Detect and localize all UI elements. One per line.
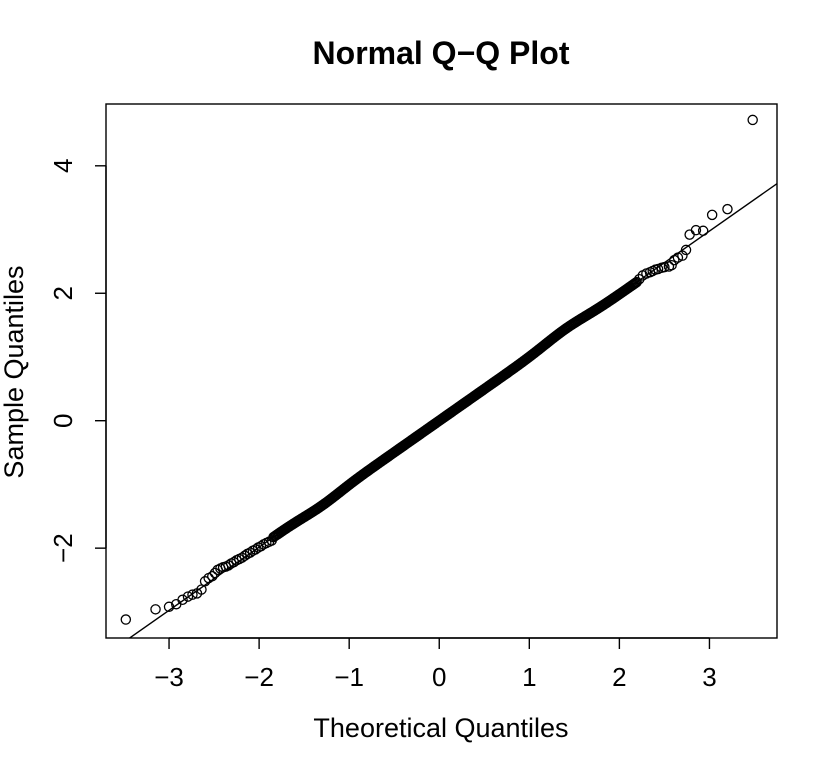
data-point bbox=[697, 225, 709, 237]
data-point bbox=[722, 203, 733, 215]
y-tick-label: 0 bbox=[48, 413, 78, 427]
x-tick-label: 1 bbox=[522, 662, 536, 692]
x-tick-label: 0 bbox=[432, 662, 446, 692]
y-tick-label: 4 bbox=[48, 159, 78, 173]
x-tick-label: −1 bbox=[334, 662, 364, 692]
data-point bbox=[239, 550, 250, 562]
x-tick-label: 2 bbox=[612, 662, 626, 692]
y-axis-label: Sample Quantiles bbox=[0, 265, 29, 478]
data-point bbox=[207, 570, 218, 582]
data-point bbox=[747, 114, 758, 126]
chart-title: Normal Q−Q Plot bbox=[313, 35, 570, 71]
data-point bbox=[236, 552, 248, 563]
y-tick-label: −2 bbox=[48, 533, 78, 563]
data-point bbox=[255, 540, 267, 552]
data-point bbox=[680, 244, 692, 256]
data-point bbox=[659, 261, 670, 273]
data-point bbox=[629, 278, 640, 289]
x-axis: −3 −2 −1 0 1 2 3 bbox=[154, 637, 717, 692]
data-point bbox=[666, 259, 677, 271]
data-point bbox=[631, 276, 642, 288]
data-point bbox=[244, 547, 256, 558]
data-point bbox=[630, 277, 641, 289]
data-points bbox=[120, 114, 758, 625]
y-tick-label: 2 bbox=[48, 286, 78, 300]
data-point bbox=[628, 279, 639, 290]
x-tick-label: −3 bbox=[154, 662, 184, 692]
data-point bbox=[690, 224, 702, 236]
y-axis: −2 0 2 4 bbox=[48, 159, 107, 563]
data-point bbox=[684, 229, 695, 240]
data-point bbox=[163, 601, 175, 613]
data-point bbox=[250, 544, 261, 555]
plot-frame bbox=[105, 103, 778, 639]
data-point bbox=[199, 576, 211, 587]
data-point bbox=[223, 560, 234, 571]
x-tick-label: −2 bbox=[244, 662, 274, 692]
data-point bbox=[177, 594, 188, 606]
x-axis-label: Theoretical Quantiles bbox=[313, 713, 568, 743]
data-point bbox=[677, 250, 688, 261]
data-point bbox=[228, 556, 240, 568]
data-point bbox=[120, 614, 132, 625]
data-point bbox=[706, 209, 718, 221]
x-tick-label: 3 bbox=[702, 662, 716, 692]
data-point bbox=[150, 604, 161, 615]
data-point bbox=[187, 589, 198, 600]
